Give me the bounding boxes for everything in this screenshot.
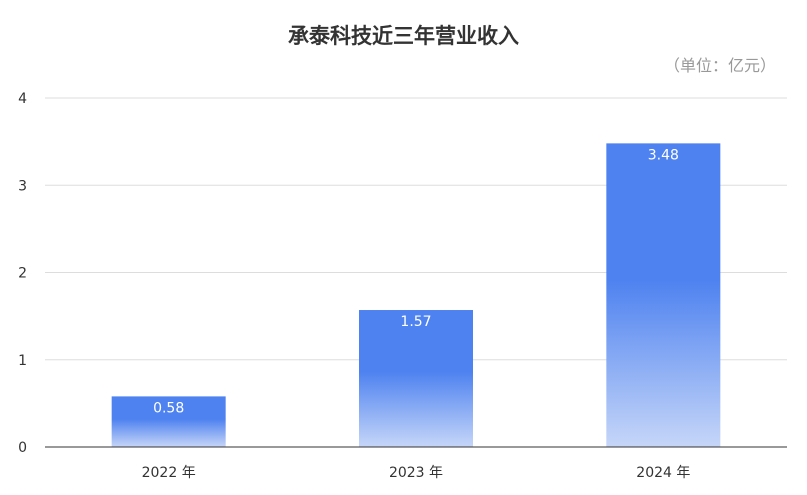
chart-title: 承泰科技近三年营业收入 — [288, 24, 519, 48]
bar-data-label: 1.57 — [400, 314, 431, 330]
x-axis-ticks: 2022 年 2023 年 2024 年 — [142, 465, 691, 481]
y-tick-label: 2 — [18, 266, 27, 282]
bar — [111, 396, 226, 447]
y-tick-label: 1 — [18, 353, 27, 369]
bar-data-label: 0.58 — [153, 400, 184, 416]
unit-label: （单位：亿元） — [663, 56, 776, 75]
y-tick-label: 4 — [18, 91, 27, 107]
y-axis-ticks: 0 1 2 3 4 — [18, 91, 27, 456]
x-tick-label: 2023 年 — [389, 465, 443, 481]
y-tick-label: 0 — [18, 440, 27, 456]
bar — [359, 310, 473, 447]
x-tick-label: 2022 年 — [142, 465, 196, 481]
y-tick-label: 3 — [18, 178, 27, 194]
bar-data-label: 3.48 — [648, 147, 679, 163]
x-tick-label: 2024 年 — [636, 465, 690, 481]
bars: 0.58 1.57 3.48 — [111, 143, 721, 447]
bar — [606, 143, 721, 447]
